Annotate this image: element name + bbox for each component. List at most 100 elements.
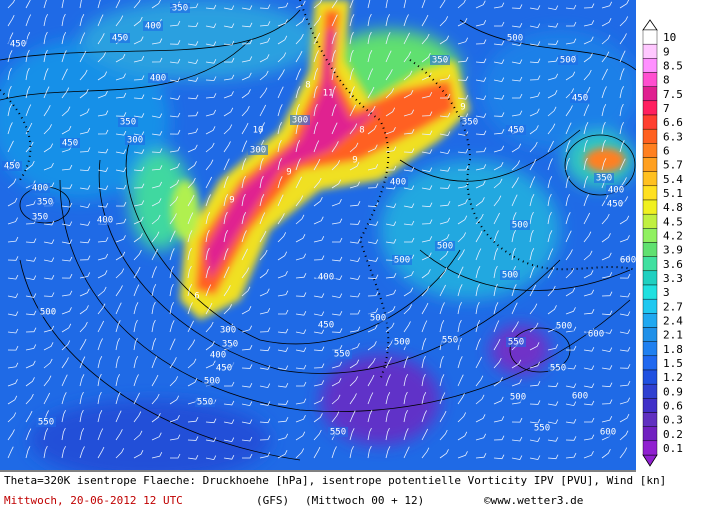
barb [277, 35, 288, 45]
barb [61, 0, 64, 9]
barb [223, 141, 231, 153]
barb [133, 183, 145, 189]
barb [403, 203, 415, 208]
barb [566, 21, 577, 27]
label-bg [118, 117, 138, 127]
label-bg [332, 349, 352, 359]
barb [241, 89, 251, 99]
barb [421, 149, 433, 154]
barb [439, 410, 447, 423]
legend-label: 1.8 [663, 343, 683, 356]
barb [241, 5, 253, 10]
barb [79, 32, 86, 45]
contour-label: 500 [204, 377, 220, 387]
barb [457, 319, 462, 333]
barb [43, 428, 49, 441]
barb [547, 193, 552, 207]
barb [205, 109, 217, 117]
barb [61, 307, 72, 315]
barb [403, 287, 414, 297]
barb [241, 436, 253, 442]
contour-label: 500 [370, 314, 386, 324]
barb [259, 365, 271, 370]
barb [385, 107, 396, 117]
barb [223, 40, 235, 46]
barb [403, 391, 408, 405]
barb [187, 59, 199, 65]
barb [277, 176, 283, 189]
barb [25, 344, 37, 351]
barb [529, 75, 541, 81]
barb [133, 166, 145, 172]
barb [79, 203, 91, 209]
legend-swatch [642, 369, 658, 385]
contour-label: 350 [120, 118, 136, 128]
barb [439, 35, 450, 45]
barb [277, 86, 284, 99]
label-bg [392, 255, 412, 265]
barb [511, 321, 519, 333]
pv-label: 11 [323, 89, 334, 99]
barb [313, 293, 325, 298]
barb [187, 455, 199, 460]
barb [439, 0, 446, 9]
barb [601, 86, 607, 99]
barb [565, 4, 577, 10]
label-bg [316, 320, 336, 330]
barb [277, 328, 289, 334]
barb [367, 183, 379, 189]
barb [241, 105, 250, 117]
barb [547, 40, 559, 45]
barb [205, 93, 217, 99]
barb [97, 446, 105, 459]
contour-label: 300 [127, 136, 143, 146]
barb [169, 230, 176, 243]
legend-arrow-top [642, 19, 658, 31]
barb [295, 415, 306, 423]
contour-label: 500 [507, 34, 523, 44]
barb [151, 356, 158, 369]
barb [583, 3, 595, 9]
contour-label: 500 [394, 256, 410, 266]
barb [601, 68, 608, 81]
barb [205, 59, 217, 64]
barb [403, 167, 415, 172]
barb [133, 149, 145, 154]
barb [421, 428, 429, 441]
barb [385, 446, 391, 459]
barb [169, 58, 181, 64]
barb [385, 289, 397, 297]
barb [169, 415, 180, 423]
barb [547, 401, 559, 406]
barb [241, 286, 251, 297]
barb [295, 311, 307, 316]
barb [583, 270, 594, 279]
contour-label: 500 [512, 221, 528, 231]
barb [421, 111, 433, 117]
barb [331, 160, 341, 171]
legend-label: 6 [663, 144, 670, 157]
barb [367, 239, 379, 245]
barb [79, 166, 91, 172]
barb [331, 141, 339, 153]
label-bg [38, 307, 58, 317]
barb [547, 158, 553, 171]
barb [385, 69, 393, 81]
barb [187, 284, 193, 297]
legend-label: 3.3 [663, 272, 683, 285]
barb [439, 167, 451, 172]
barb [583, 157, 588, 171]
barb [565, 345, 577, 351]
barb [331, 104, 337, 117]
barb [296, 381, 307, 387]
barb [277, 365, 289, 371]
barb [349, 275, 361, 280]
barb [133, 392, 140, 405]
barb [385, 273, 397, 279]
barb [529, 266, 535, 279]
pv-label: 9 [352, 156, 357, 166]
barb [619, 292, 631, 298]
barb [349, 142, 359, 153]
barb [43, 292, 55, 297]
